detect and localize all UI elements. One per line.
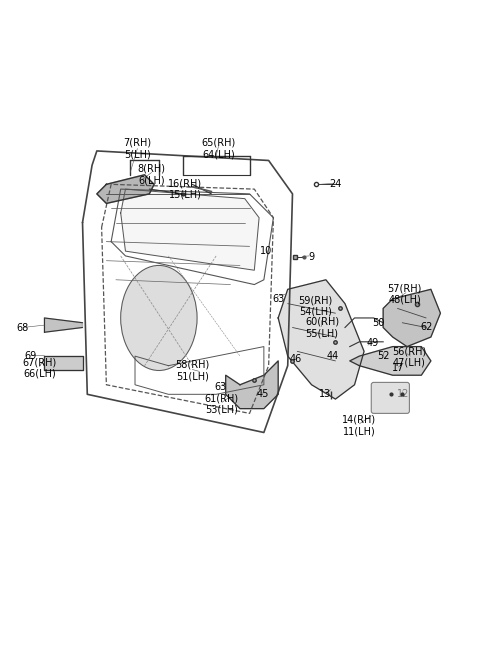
Polygon shape — [350, 346, 431, 375]
Text: 7(RH)
5(LH): 7(RH) 5(LH) — [123, 138, 152, 159]
Text: 13: 13 — [319, 389, 331, 400]
Text: 49: 49 — [367, 338, 379, 348]
Ellipse shape — [120, 265, 197, 371]
Polygon shape — [97, 175, 154, 204]
Polygon shape — [44, 318, 83, 332]
Text: 63: 63 — [272, 294, 284, 304]
Polygon shape — [44, 356, 83, 371]
Text: 45: 45 — [256, 389, 269, 400]
Text: 9: 9 — [309, 252, 315, 262]
Text: 24: 24 — [329, 179, 342, 189]
Text: 65(RH)
64(LH): 65(RH) 64(LH) — [202, 138, 236, 159]
FancyBboxPatch shape — [371, 383, 409, 413]
Text: 46: 46 — [290, 354, 302, 364]
Text: 8(RH)
6(LH): 8(RH) 6(LH) — [138, 164, 166, 185]
Text: 58(RH)
51(LH): 58(RH) 51(LH) — [175, 360, 209, 381]
Text: 61(RH)
53(LH): 61(RH) 53(LH) — [205, 393, 239, 415]
Text: 12: 12 — [397, 389, 409, 400]
Text: 10: 10 — [260, 246, 272, 256]
Text: 50: 50 — [372, 318, 384, 328]
Text: 67(RH)
66(LH): 67(RH) 66(LH) — [23, 357, 57, 379]
Polygon shape — [278, 280, 364, 399]
Text: 56(RH)
47(LH): 56(RH) 47(LH) — [392, 346, 427, 368]
Text: 60(RH)
55(LH): 60(RH) 55(LH) — [305, 317, 339, 338]
Text: 63: 63 — [215, 382, 227, 392]
Text: 69: 69 — [24, 351, 36, 361]
Text: 68: 68 — [17, 324, 29, 333]
Text: 17: 17 — [392, 363, 405, 373]
Text: 16(RH)
15(LH): 16(RH) 15(LH) — [168, 178, 202, 200]
Text: 14(RH)
11(LH): 14(RH) 11(LH) — [342, 415, 376, 436]
Text: 62: 62 — [420, 322, 432, 333]
Polygon shape — [383, 290, 441, 346]
Text: 44: 44 — [327, 351, 339, 361]
Text: 52: 52 — [377, 351, 389, 361]
Polygon shape — [120, 189, 259, 271]
Polygon shape — [226, 361, 278, 409]
Text: 59(RH)
54(LH): 59(RH) 54(LH) — [298, 295, 333, 317]
Text: 57(RH)
48(LH): 57(RH) 48(LH) — [387, 284, 422, 305]
